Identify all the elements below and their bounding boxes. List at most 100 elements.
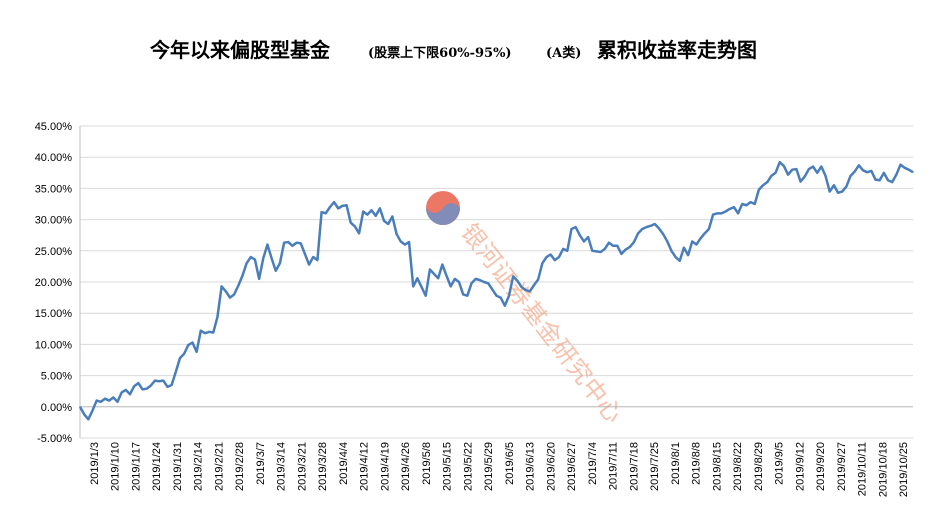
data-point	[225, 290, 227, 292]
data-point	[466, 295, 468, 297]
data-point	[504, 305, 506, 307]
data-point	[525, 289, 527, 291]
x-tick-label: 2019/1/10	[110, 442, 122, 491]
data-point	[325, 212, 327, 214]
x-tick-label: 2019/1/31	[172, 442, 184, 491]
y-tick-label: 0.00%	[41, 402, 72, 414]
data-point	[587, 236, 589, 238]
data-point	[287, 241, 289, 243]
data-point	[79, 406, 81, 408]
data-point	[179, 357, 181, 359]
x-tick-label: 2019/2/21	[213, 442, 225, 491]
data-point	[820, 165, 822, 168]
data-point	[350, 222, 352, 224]
x-tick-label: 2019/7/11	[608, 442, 620, 490]
data-point	[633, 241, 635, 243]
y-tick-label: 40.00%	[35, 152, 73, 164]
data-point	[679, 260, 681, 262]
data-point	[570, 228, 573, 230]
data-point	[400, 240, 402, 243]
data-point	[383, 220, 385, 222]
data-point	[91, 409, 94, 412]
data-point	[175, 371, 177, 373]
data-point	[341, 205, 343, 207]
x-tick-label: 2019/7/4	[587, 442, 599, 485]
y-tick-label: 20.00%	[35, 277, 73, 289]
data-point	[233, 293, 235, 296]
y-tick-label: 15.00%	[35, 308, 73, 320]
data-point	[275, 270, 277, 272]
x-tick-label: 2019/6/20	[545, 442, 557, 491]
data-point	[883, 172, 885, 174]
data-point	[616, 245, 618, 247]
data-point	[483, 281, 485, 283]
data-point	[150, 384, 152, 387]
data-point	[462, 293, 464, 296]
data-point	[874, 179, 877, 181]
data-point	[845, 185, 847, 188]
data-point	[121, 391, 123, 394]
y-tick-label: 35.00%	[35, 183, 73, 195]
data-point	[520, 286, 523, 288]
x-tick-label: 2019/5/15	[442, 442, 454, 491]
data-point	[770, 175, 772, 177]
data-point	[354, 225, 356, 228]
x-tick-label: 2019/6/5	[504, 442, 516, 485]
x-tick-label: 2019/6/13	[525, 442, 537, 491]
x-tick-label: 2019/3/28	[317, 442, 329, 491]
data-point	[662, 233, 664, 235]
data-point	[395, 233, 398, 235]
data-point	[812, 165, 814, 168]
data-point	[258, 278, 260, 280]
data-point	[366, 214, 368, 216]
data-point	[133, 385, 135, 387]
data-point	[737, 212, 739, 214]
data-point	[137, 382, 139, 384]
y-tick-label: 45.00%	[35, 121, 73, 133]
data-point	[246, 262, 248, 264]
chart-title-part-2: 累积收益率走势图	[597, 38, 757, 62]
data-point	[862, 169, 864, 171]
x-tick-label: 2019/7/25	[649, 442, 661, 491]
data-point	[300, 242, 302, 244]
data-point	[416, 277, 418, 279]
x-axis-ticks: 2019/1/3 2019/1/10 2019/1/17 2019/1/24 2019/…	[89, 442, 910, 497]
y-tick-label: 5.00%	[41, 371, 72, 383]
data-point	[337, 207, 339, 209]
data-point	[241, 275, 244, 277]
data-point	[837, 192, 839, 194]
data-point	[87, 418, 89, 420]
data-point	[795, 168, 797, 170]
data-point	[566, 250, 568, 252]
data-point	[637, 232, 639, 234]
x-tick-label: 2019/5/22	[462, 442, 474, 491]
x-tick-label: 2019/9/12	[794, 442, 806, 491]
data-point	[604, 248, 606, 250]
watermark-logo-swirl	[426, 203, 460, 225]
data-point	[166, 386, 169, 388]
data-point	[595, 250, 598, 253]
data-point	[304, 253, 306, 255]
data-point	[562, 248, 564, 250]
data-point	[708, 228, 710, 230]
data-point	[537, 278, 539, 281]
data-point	[699, 237, 702, 239]
data-point	[641, 228, 643, 230]
data-point	[500, 297, 502, 299]
data-point	[629, 246, 631, 248]
data-point	[608, 242, 610, 244]
x-tick-label: 2019/4/4	[338, 442, 350, 485]
data-point	[129, 393, 131, 395]
data-point	[221, 285, 223, 287]
data-point	[849, 175, 852, 177]
data-point	[250, 256, 252, 258]
data-point	[329, 206, 331, 208]
y-axis-ticks: -5.00% 0.00% 5.00% 10.00% 15.00% 20.00% 25.00%…	[35, 121, 73, 445]
x-tick-label: 2019/4/19	[379, 442, 391, 491]
data-point	[283, 242, 285, 244]
data-point	[899, 164, 902, 166]
data-point	[441, 263, 443, 266]
data-point	[754, 203, 756, 205]
data-point	[470, 282, 473, 284]
